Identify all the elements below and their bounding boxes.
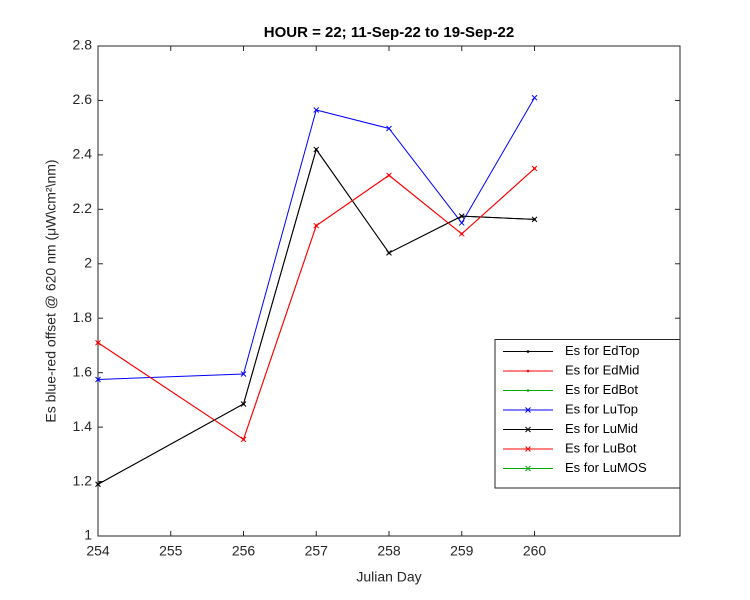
marker: [313, 222, 320, 229]
x-tick-label: 260: [523, 543, 547, 559]
legend-label: Es for LuBot: [565, 440, 637, 455]
marker: [525, 465, 531, 472]
legend: Es for EdTop Es for EdMid Es for EdBot Es f…: [494, 339, 681, 489]
y-tick-label: 1.6: [73, 363, 93, 379]
marker: [240, 371, 247, 377]
legend-label: Es for EdTop: [565, 343, 639, 358]
legend-label: Es for EdMid: [565, 362, 639, 377]
marker: [240, 436, 247, 443]
marker: [458, 220, 465, 226]
series-line: [97, 168, 535, 441]
y-tick-label: 1.8: [73, 309, 93, 325]
marker: [95, 481, 101, 488]
marker: [525, 446, 531, 452]
chart-title: HOUR = 22; 11-Sep-22 to 19-Sep-22: [264, 24, 515, 41]
legend-label: Es for EdBot: [565, 382, 638, 397]
x-tick-label: 256: [232, 543, 256, 559]
marker: [531, 94, 538, 101]
marker: [386, 172, 392, 179]
x-tick-label: 255: [159, 543, 183, 559]
y-tick-label: 1: [84, 527, 92, 543]
x-tick-label: 259: [450, 543, 474, 559]
y-tick-label: 2: [84, 254, 92, 270]
y-tick-label: 2.8: [73, 37, 93, 53]
marker: [458, 213, 465, 219]
y-tick-label: 2.6: [73, 91, 93, 107]
marker: [313, 107, 320, 113]
x-tick-label: 257: [305, 543, 329, 559]
legend-label: Es for LuMOS: [565, 460, 647, 475]
marker: [458, 230, 465, 237]
series-line: [97, 97, 535, 380]
marker: [313, 146, 320, 153]
y-tick-label: 2.2: [73, 200, 93, 216]
x-tick-label: 254: [86, 543, 110, 559]
marker: [240, 401, 247, 407]
marker: [531, 216, 538, 223]
legend-box: [494, 339, 681, 489]
y-tick-label: 2.4: [73, 146, 93, 162]
marker: [386, 125, 392, 132]
y-tick-label: 1.2: [73, 472, 93, 488]
marker: [526, 350, 530, 353]
y-axis-label: Es blue-red offset @ 620 nm (μW\cm²\nm): [43, 159, 59, 422]
legend-label: Es for LuTop: [565, 401, 638, 416]
marker: [386, 250, 392, 256]
marker: [526, 369, 530, 373]
series-line: [97, 148, 535, 485]
x-axis-label: Julian Day: [356, 569, 421, 585]
legend-label: Es for LuMid: [565, 421, 638, 436]
y-tick-label: 1.4: [73, 418, 93, 434]
marker: [95, 339, 101, 346]
marker: [525, 407, 531, 413]
x-tick-label: 258: [377, 543, 401, 559]
marker: [526, 389, 530, 392]
marker: [95, 376, 101, 383]
marker: [525, 426, 531, 433]
marker: [531, 165, 538, 172]
